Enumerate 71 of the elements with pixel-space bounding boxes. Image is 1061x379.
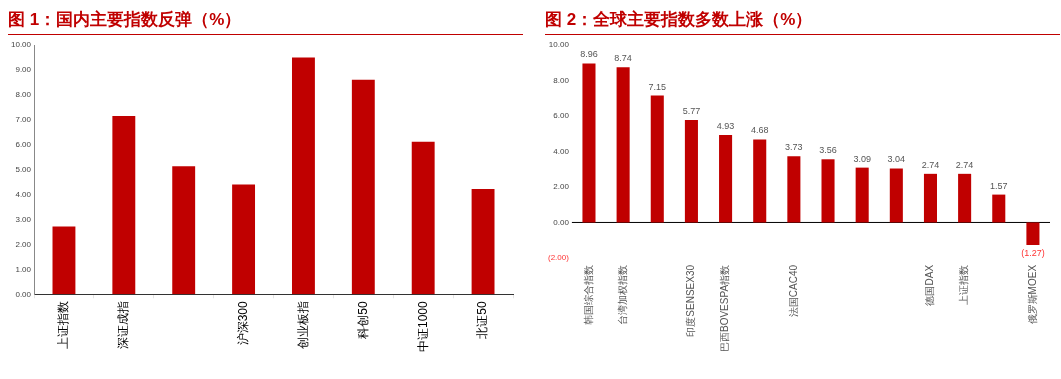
bar [471,189,495,295]
x-tick-label: 法国CAC40 [787,264,799,318]
y-tick-label: (2.00) [547,253,570,263]
y-tick-label: 6.00 [553,111,570,121]
bar [684,120,698,223]
data-label: (1.27) [1021,247,1045,258]
bar [52,226,76,295]
x-tick-label: 印度SENSEX30 [685,264,697,337]
y-tick-label: 4.00 [15,189,32,199]
x-tick-label: 沪深300 [235,300,250,346]
bar [855,167,869,223]
x-tick-label: 创业板指 [295,301,310,350]
bar [719,134,733,223]
y-tick-label: 8.00 [553,75,570,85]
bar [923,173,938,223]
x-tick-label: 深证成指 [116,301,131,350]
data-label: 5.77 [682,106,701,117]
x-tick-label: 北证50 [475,300,490,339]
data-label: 3.09 [853,153,871,164]
bar [958,173,972,223]
data-label: 4.68 [750,125,769,136]
y-tick-label: 8.00 [15,90,32,100]
y-tick-label: 2.00 [15,239,32,249]
bar [889,168,903,223]
data-label: 8.96 [580,49,598,60]
x-tick-label: 中证1000 [415,300,430,353]
y-tick-label: 2.00 [553,182,570,192]
bar [351,79,375,295]
data-label: 3.56 [819,145,837,156]
data-label: 3.73 [785,142,803,153]
y-tick-label: 1.00 [15,264,32,274]
bar [787,156,801,223]
y-tick-label: 0.00 [553,217,570,227]
x-tick-label: 俄罗斯MOEX [1026,264,1038,325]
x-tick-label: 韩国综合指数 [582,264,594,325]
chart-title: 图 2：全球主要指数多数上涨（%） [545,8,1060,35]
bar [616,67,630,223]
y-tick-label: 10.00 [548,40,570,50]
y-tick-label: 3.00 [15,214,32,224]
bar [172,166,196,295]
x-tick-label: 上证指数 [56,301,71,350]
data-label: 2.74 [921,159,940,170]
data-label: 3.04 [887,154,906,165]
x-tick-label: 巴西BOVESPA指数 [719,264,731,353]
bar [582,63,596,223]
y-tick-label: 9.00 [15,65,32,75]
y-tick-label: 6.00 [15,139,32,149]
x-tick-label: 德国DAX [924,264,936,306]
bar [112,116,136,295]
bar [1026,222,1040,245]
data-label: 4.93 [716,120,735,131]
data-label: 8.74 [614,53,632,64]
y-tick-label: 4.00 [553,146,570,156]
chart-title: 图 1：国内主要指数反弹（%） [8,8,523,35]
x-tick-label: 上证指数 [958,264,970,305]
y-tick-label: 5.00 [15,164,32,174]
y-tick-label: 0.00 [15,289,32,299]
bar [753,139,767,223]
data-label: 1.57 [990,180,1008,191]
y-tick-label: 7.00 [15,114,32,124]
y-tick-label: 10.00 [10,40,32,50]
data-label: 7.15 [648,81,667,92]
data-label: 2.74 [955,159,974,170]
bar [650,95,664,223]
bar [292,57,315,295]
bar [232,184,256,295]
x-tick-label: 台湾加权指数 [616,264,628,325]
bar [821,159,835,223]
bar [992,194,1006,223]
x-tick-label: 科创50 [355,300,370,339]
bar [411,141,435,295]
